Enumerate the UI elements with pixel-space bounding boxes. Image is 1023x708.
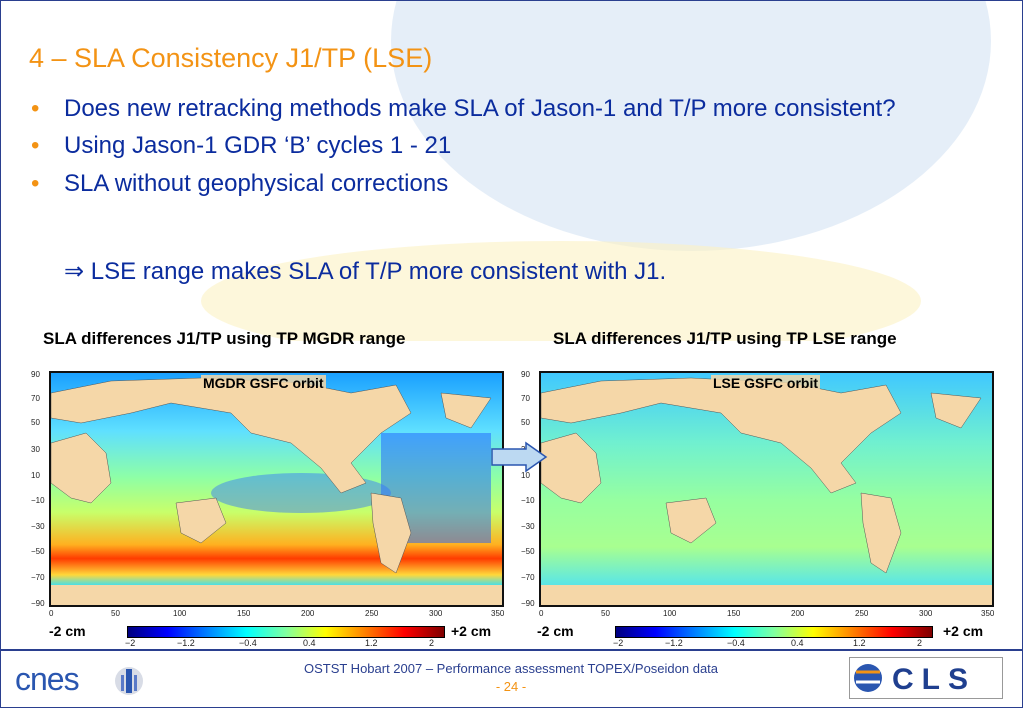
bullet-list: • Does new retracking methods make SLA of… (31, 93, 931, 205)
y-tick: 90 (521, 370, 530, 379)
x-tick: 150 (237, 609, 251, 618)
arrow-right-icon (491, 441, 548, 473)
x-tick: 50 (111, 609, 120, 618)
bullet-item: • SLA without geophysical corrections (31, 168, 931, 200)
colorbar-min-label: -2 cm (49, 623, 86, 639)
colorbar-min-label: -2 cm (537, 623, 574, 639)
y-tick: −50 (521, 547, 535, 556)
x-tick: 100 (173, 609, 187, 618)
bullet-marker: • (31, 132, 40, 160)
x-tick: 0 (539, 609, 544, 618)
x-tick: 200 (791, 609, 805, 618)
x-tick: 350 (491, 609, 505, 618)
colorbar-tick: −2 (125, 638, 136, 648)
y-tick: 30 (31, 445, 40, 454)
colorbar-gradient (127, 626, 445, 638)
colorbar-tick: −0.4 (239, 638, 257, 648)
colorbar-tick: 1.2 (853, 638, 866, 648)
cls-logo-text: CLS (892, 663, 976, 696)
sla-map-mgdr (49, 371, 504, 607)
cnes-logo: cnes (15, 661, 80, 697)
panel-left-title: SLA differences J1/TP using TP MGDR rang… (43, 329, 406, 348)
conclusion-line: ⇒ LSE range makes SLA of T/P more consis… (64, 258, 667, 285)
colorbar-left: -2 cm +2 cm −2 −1.2 −0.4 0.4 1.2 2 (49, 621, 519, 651)
sla-map-lse (539, 371, 994, 607)
map-label: MGDR GSFC orbit (201, 375, 326, 391)
x-tick: 50 (601, 609, 610, 618)
y-tick: −10 (31, 496, 45, 505)
y-tick: −50 (31, 547, 45, 556)
map-panel-right: 90 70 50 30 10 −10 −30 −50 −70 −90 (521, 365, 999, 620)
x-tick: 250 (365, 609, 379, 618)
bullet-item: • Using Jason-1 GDR ‘B’ cycles 1 - 21 (31, 130, 931, 162)
y-tick: 10 (31, 471, 40, 480)
bullet-text: Does new retracking methods make SLA of … (64, 95, 896, 122)
colorbar-tick: 0.4 (791, 638, 804, 648)
colorbar-max-label: +2 cm (451, 623, 492, 639)
x-tick: 250 (855, 609, 869, 618)
map-image (541, 373, 992, 605)
y-tick: −70 (521, 573, 535, 582)
footer-divider (1, 649, 1022, 651)
map-image (51, 373, 502, 605)
y-tick: −30 (31, 522, 45, 531)
y-tick: 70 (31, 394, 40, 403)
bullet-text: SLA without geophysical corrections (64, 169, 449, 197)
y-tick: 90 (31, 370, 40, 379)
y-tick: 50 (521, 418, 530, 427)
x-tick: 0 (49, 609, 54, 618)
map-panel-left: 90 70 50 30 10 −10 −30 −50 −70 −90 (31, 365, 509, 620)
x-tick: 100 (663, 609, 677, 618)
x-tick: 350 (981, 609, 995, 618)
y-tick: 70 (521, 394, 530, 403)
page-number: - 24 - (495, 679, 527, 694)
y-tick: 50 (31, 418, 40, 427)
y-tick: −90 (521, 599, 535, 608)
x-tick: 300 (919, 609, 933, 618)
y-tick: −10 (521, 496, 535, 505)
colorbar-tick: 0.4 (303, 638, 316, 648)
colorbar-tick: −2 (613, 638, 624, 648)
cnes-emblem-icon (115, 667, 143, 695)
y-tick: −30 (521, 522, 535, 531)
colorbar-tick: −1.2 (177, 638, 195, 648)
cls-logo-mark: CLS (854, 663, 976, 696)
colorbar-tick: 2 (917, 638, 923, 648)
bullet-marker: • (31, 95, 40, 122)
colorbar-max-label: +2 cm (943, 623, 984, 639)
x-tick: 200 (301, 609, 315, 618)
bullet-item: • Does new retracking methods make SLA of… (31, 93, 931, 125)
slide-title: 4 – SLA Consistency J1/TP (LSE) (29, 43, 433, 73)
colorbar-tick: 2 (429, 638, 435, 648)
colorbar-right: -2 cm +2 cm −2 −1.2 −0.4 0.4 1.2 2 (537, 621, 1007, 651)
footer-caption: OSTST Hobart 2007 – Performance assessme… (303, 661, 719, 676)
map-label: LSE GSFC orbit (711, 375, 820, 391)
y-tick: −90 (31, 599, 45, 608)
colorbar-tick: 1.2 (365, 638, 378, 648)
bullet-marker: • (31, 169, 40, 197)
bullet-text: Using Jason-1 GDR ‘B’ cycles 1 - 21 (64, 132, 452, 160)
cls-logo: CLS (849, 657, 1003, 699)
y-tick: 10 (521, 471, 530, 480)
colorbar-tick: −1.2 (665, 638, 683, 648)
x-tick: 300 (429, 609, 443, 618)
colorbar-tick: −0.4 (727, 638, 745, 648)
y-tick: −70 (31, 573, 45, 582)
background-decoration (201, 1, 991, 341)
x-tick: 150 (727, 609, 741, 618)
colorbar-gradient (615, 626, 933, 638)
panel-right-title: SLA differences J1/TP using TP LSE range (553, 329, 897, 348)
